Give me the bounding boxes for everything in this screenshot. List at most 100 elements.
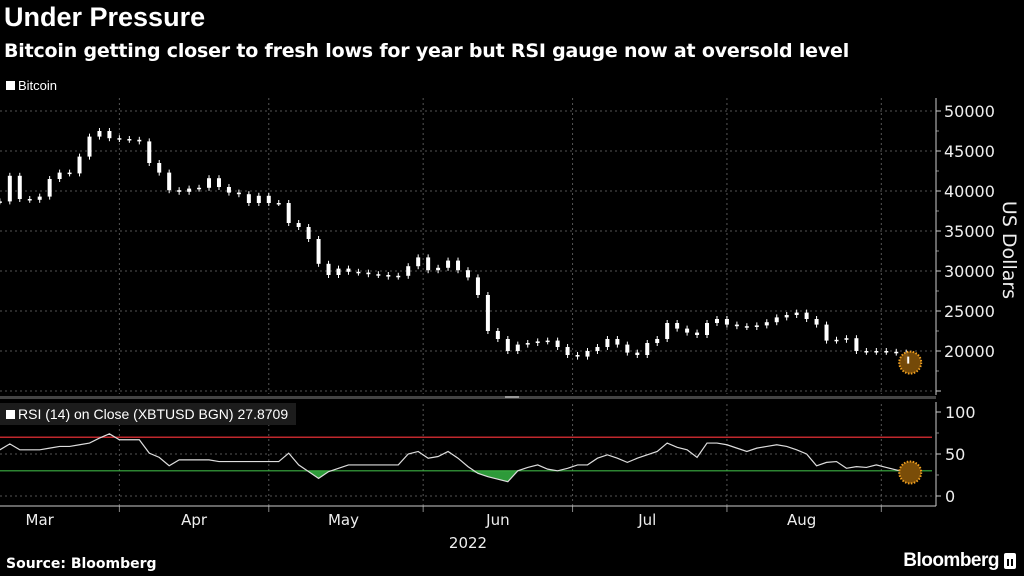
- candle: [744, 326, 749, 328]
- panel-resize-handle: [505, 396, 519, 398]
- candle: [117, 138, 122, 140]
- rsi-tick-label: 50: [945, 445, 965, 464]
- candle: [515, 344, 520, 351]
- candle: [864, 351, 869, 353]
- month-label: May: [328, 511, 359, 529]
- candle: [475, 277, 480, 295]
- candle: [47, 179, 52, 197]
- price-tick-label: 20000: [944, 342, 995, 361]
- candle: [665, 323, 670, 339]
- candle: [127, 139, 132, 141]
- candle: [177, 190, 182, 192]
- candle: [764, 322, 769, 326]
- legend-square-icon: [6, 409, 15, 419]
- candle: [446, 260, 451, 268]
- candle: [0, 201, 2, 203]
- bloomberg-mark-icon: [1004, 553, 1016, 569]
- last-candle: [907, 356, 910, 364]
- candle: [27, 199, 32, 201]
- candle: [754, 325, 759, 327]
- candle: [386, 275, 391, 277]
- candle: [635, 352, 640, 355]
- price-tick-label: 35000: [944, 222, 995, 241]
- candle: [595, 347, 600, 351]
- candle: [207, 178, 212, 188]
- candle: [645, 343, 650, 355]
- candle: [894, 351, 899, 354]
- candle: [465, 270, 470, 278]
- candle: [834, 339, 839, 342]
- candle: [794, 312, 799, 315]
- candle: [545, 340, 550, 343]
- rsi-tick-label: 100: [945, 403, 976, 422]
- candle: [575, 355, 580, 357]
- candle: [535, 341, 540, 343]
- candle: [814, 319, 819, 325]
- highlight-circle: [898, 350, 923, 375]
- candle: [675, 323, 680, 329]
- candle: [436, 267, 441, 271]
- chart-title: Under Pressure: [4, 2, 206, 32]
- candle: [356, 271, 361, 274]
- candle: [147, 141, 152, 163]
- candle: [376, 274, 381, 276]
- legend-square-icon: [6, 81, 15, 90]
- month-label: Aug: [787, 511, 816, 529]
- price-tick-label: 50000: [944, 102, 995, 121]
- y-axis-title: US Dollars: [998, 201, 1020, 299]
- candle: [804, 312, 809, 319]
- candle: [774, 317, 779, 323]
- candle: [67, 172, 72, 175]
- candle: [485, 295, 490, 331]
- oversold-fill: [467, 470, 518, 482]
- candle: [874, 351, 879, 353]
- candle: [495, 331, 500, 339]
- candle: [157, 163, 162, 173]
- candle: [784, 315, 789, 318]
- rsi-legend: RSI (14) on Close (XBTUSD BGN) 27.8709: [0, 403, 297, 425]
- candle: [276, 203, 281, 205]
- brand-label: Bloomberg: [903, 550, 999, 571]
- candle: [824, 324, 829, 341]
- rsi-line: [0, 433, 907, 483]
- source-note: Source: Bloomberg: [6, 556, 157, 572]
- candle: [197, 187, 202, 190]
- candle: [266, 195, 271, 203]
- candle: [854, 338, 859, 351]
- candle: [326, 263, 331, 275]
- candle: [456, 260, 461, 271]
- candle: [605, 339, 610, 347]
- rsi-highlight-circle: [898, 460, 923, 485]
- candle: [724, 319, 729, 325]
- candle: [107, 131, 112, 139]
- candle: [426, 257, 431, 271]
- candle: [316, 239, 321, 264]
- candle: [226, 187, 231, 193]
- price-legend-label: Bitcoin: [18, 78, 58, 93]
- candle: [296, 223, 301, 227]
- price-legend: Bitcoin: [6, 78, 57, 93]
- candle: [286, 203, 291, 223]
- candle: [17, 175, 22, 199]
- candle: [236, 192, 241, 195]
- candle: [7, 175, 12, 202]
- candle: [57, 172, 62, 179]
- rsi-last-value: 27.8709: [237, 406, 289, 422]
- candle: [505, 339, 510, 351]
- year-label: 2022: [449, 534, 487, 552]
- rsi-legend-label: RSI (14) on Close (XBTUSD BGN): [18, 406, 234, 422]
- price-tick-label: 30000: [944, 262, 995, 281]
- candle: [37, 196, 42, 200]
- candle: [256, 195, 261, 203]
- candle: [555, 340, 560, 347]
- candle: [525, 343, 530, 345]
- candle: [685, 328, 690, 333]
- chart-subtitle: Bitcoin getting closer to fresh lows for…: [4, 40, 850, 62]
- candle: [416, 257, 421, 267]
- candle: [625, 344, 630, 353]
- candle: [734, 324, 739, 327]
- candle: [246, 194, 251, 203]
- candle: [396, 275, 401, 278]
- candle: [705, 323, 710, 335]
- candle: [585, 351, 590, 357]
